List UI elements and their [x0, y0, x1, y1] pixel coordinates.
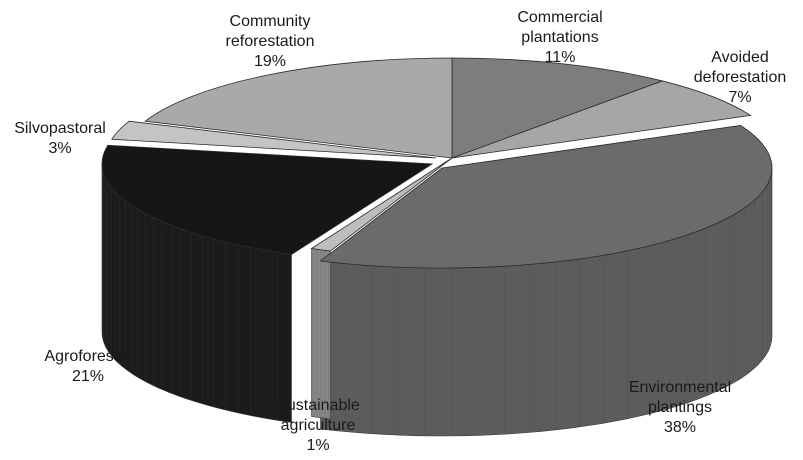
slice-category-label: Community — [230, 13, 311, 30]
pie-slice-sustainable-agriculture — [310, 157, 453, 252]
slice-category-label: agriculture — [281, 417, 356, 434]
slice-category-label: Environmental — [629, 379, 731, 396]
slice-label-agroforestry: Agroforestry 21% — [44, 348, 131, 385]
slice-category-label: deforestation — [694, 69, 787, 86]
slice-category-label: Commercial — [517, 9, 602, 26]
slice-label-avoided-deforestation: Avoided deforestation 7% — [694, 49, 787, 106]
slice-category-label: reforestation — [226, 33, 315, 50]
pie-slice-agroforestry — [101, 144, 434, 255]
pie-slice-community-reforestation — [144, 57, 453, 159]
pie-sides — [101, 163, 773, 437]
pie-slice-avoided-deforestation — [451, 80, 752, 159]
slice-category-label: Silvopastoral — [14, 120, 106, 137]
pie-slice-commercial-plantations — [451, 57, 664, 159]
slice-percent-label: 21% — [72, 368, 104, 385]
slice-percent-label: 1% — [306, 437, 329, 454]
slice-percent-label: 3% — [48, 140, 71, 157]
slice-percent-label: 38% — [664, 419, 696, 436]
slice-label-sustainable-agriculture: Sustainable agriculture 1% — [276, 397, 360, 454]
slice-label-environmental-plantings: Environmental plantings 38% — [629, 379, 731, 436]
slice-label-community-reforestation: Community reforestation 19% — [226, 13, 315, 70]
slice-percent-label: 7% — [728, 89, 751, 106]
slice-category-label: plantations — [521, 29, 598, 46]
pie-slice-environmental-plantings — [319, 125, 773, 269]
pie-slice-silvopastoral — [111, 120, 437, 159]
slice-percent-label: 19% — [254, 53, 286, 70]
slice-label-silvopastoral: Silvopastoral 3% — [14, 120, 106, 157]
slice-category-label: Sustainable — [276, 397, 360, 414]
slice-label-commercial-plantations: Commercial plantations 11% — [517, 9, 602, 66]
pie-tops — [101, 57, 773, 269]
slice-category-label: Avoided — [711, 49, 769, 66]
slice-category-label: Agroforestry — [44, 348, 131, 365]
slice-percent-label: 11% — [545, 49, 576, 66]
pie-labels: Commercial plantations 11% Avoided deforesta… — [14, 9, 786, 454]
slice-category-label: plantings — [648, 399, 712, 416]
